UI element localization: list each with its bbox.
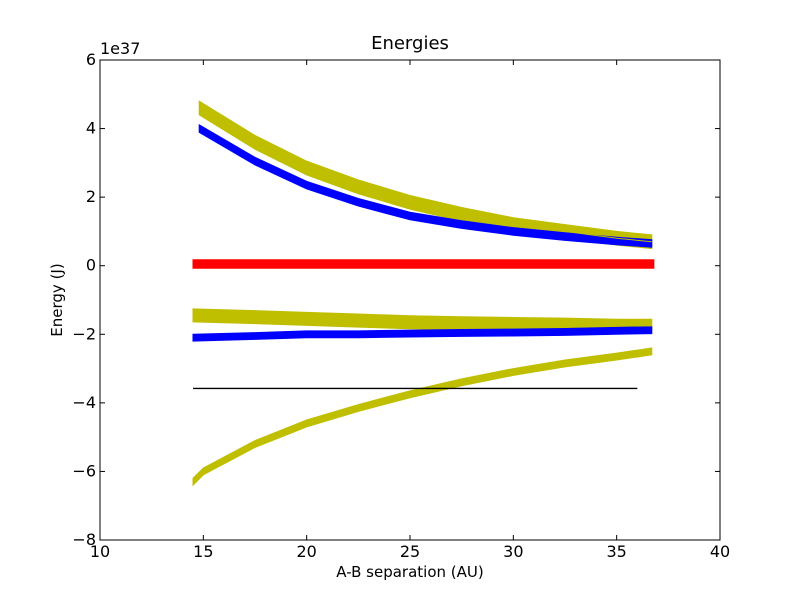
y-tick-label: 0 [86, 256, 96, 275]
y-tick-label: −2 [72, 324, 96, 343]
y-tick-label: −6 [72, 461, 96, 480]
y-tick-label: −4 [72, 393, 96, 412]
series-lines [192, 107, 654, 483]
x-tick-label: 15 [193, 542, 213, 561]
series-bands [192, 100, 655, 487]
y-scale-exponent: 1e37 [100, 39, 140, 58]
series-line-3 [192, 314, 652, 327]
x-tick-label: 35 [606, 542, 626, 561]
y-axis-label: Energy (J) [48, 263, 66, 336]
y-tick-label: 4 [86, 119, 96, 138]
y-tick-label: 6 [86, 50, 96, 69]
x-tick-label: 30 [503, 542, 523, 561]
series-band-4 [192, 326, 653, 342]
x-tick-label: 20 [296, 542, 316, 561]
chart-title: Energies [371, 33, 449, 54]
series-line-4 [192, 329, 652, 339]
y-tick-label: −8 [72, 530, 96, 549]
x-tick-label: 40 [710, 542, 730, 561]
y-tick-label: 2 [86, 187, 96, 206]
x-axis-label: A-B separation (AU) [336, 563, 483, 581]
series-band-1 [198, 123, 653, 248]
series-line-5 [192, 350, 652, 483]
plot-frame [99, 59, 721, 541]
series-line-1 [198, 128, 652, 244]
series-band-0 [198, 100, 653, 250]
axis-ticks: 10 15 20 25 30 35 40 −8 −6 −4 −2 0 2 4 6 [72, 50, 730, 561]
series-band-5 [192, 347, 653, 487]
x-tick-label: 10 [90, 542, 110, 561]
x-tick-label: 25 [400, 542, 420, 561]
series-line-0 [198, 107, 652, 243]
